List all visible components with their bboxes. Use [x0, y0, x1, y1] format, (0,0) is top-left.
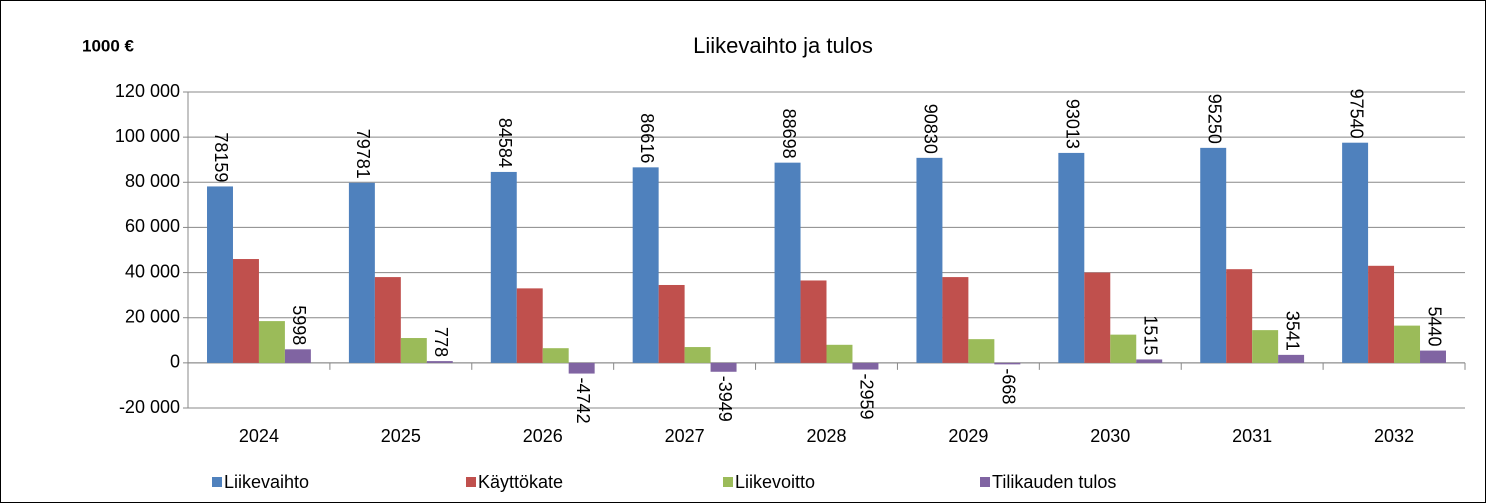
bar: [1342, 142, 1369, 363]
y-tick-label: 120 000: [115, 81, 180, 101]
x-tick-label: 2027: [665, 426, 705, 446]
x-tick-label: 2026: [523, 426, 563, 446]
data-label: 3541: [1282, 311, 1302, 351]
bar: [1394, 325, 1421, 363]
x-tick-label: 2024: [239, 426, 279, 446]
bar: [942, 277, 969, 363]
data-label: 5440: [1424, 307, 1444, 347]
data-label: 1515: [1140, 315, 1160, 355]
bar: [800, 280, 827, 363]
x-tick-label: 2030: [1090, 426, 1130, 446]
x-tick-label: 2029: [948, 426, 988, 446]
bar: [1226, 269, 1253, 363]
bar: [1058, 152, 1085, 363]
y-tick-label: 80 000: [125, 171, 180, 191]
legend-swatch: [466, 477, 476, 487]
bar: [710, 362, 737, 372]
legend-swatch: [212, 477, 222, 487]
chart-title: Liikevaihto ja tulos: [693, 33, 873, 58]
data-label: -2959: [857, 374, 877, 420]
bar: [684, 347, 711, 363]
data-label: 84584: [495, 118, 515, 168]
data-label: 88698: [779, 109, 799, 159]
legend-label: Tilikauden tulos: [992, 472, 1116, 492]
bar: [632, 167, 659, 363]
bar: [1136, 359, 1163, 363]
data-label: -3949: [715, 376, 735, 422]
data-label: 97540: [1346, 89, 1366, 139]
bar: [994, 362, 1021, 365]
bar: [658, 284, 685, 363]
x-tick-label: 2031: [1232, 426, 1272, 446]
x-tick-label: 2025: [381, 426, 421, 446]
bar: [400, 338, 427, 363]
y-tick-label: 60 000: [125, 216, 180, 236]
y-tick-label: 100 000: [115, 126, 180, 146]
bar: [1084, 272, 1111, 363]
y-tick-label: -20 000: [119, 397, 180, 417]
data-label: 95250: [1204, 94, 1224, 144]
legend-label: Liikevoitto: [735, 472, 815, 492]
bar: [232, 259, 259, 363]
legend-swatch: [723, 477, 733, 487]
data-label: -668: [999, 368, 1019, 404]
data-label: 78159: [211, 132, 231, 182]
legend-label: Käyttökate: [478, 472, 563, 492]
bar: [852, 362, 879, 370]
y-tick-label: 40 000: [125, 261, 180, 281]
data-label: 90830: [921, 104, 941, 154]
bar: [1252, 330, 1279, 363]
bar: [426, 361, 453, 363]
bar: [1420, 350, 1446, 363]
bar: [1200, 147, 1227, 363]
y-tick-label: 20 000: [125, 306, 180, 326]
y-tick-label: 0: [170, 352, 180, 372]
data-label: 5998: [289, 305, 309, 345]
bar: [284, 349, 311, 363]
legend-label: Liikevaihto: [224, 472, 309, 492]
x-tick-label: 2028: [806, 426, 846, 446]
data-label: 778: [431, 327, 451, 357]
bar: [490, 171, 517, 363]
bar: [374, 277, 401, 363]
unit-label: 1000 €: [82, 36, 135, 55]
bar: [516, 288, 543, 363]
data-label: 86616: [637, 113, 657, 163]
bar: [207, 186, 233, 363]
bar: [774, 162, 801, 363]
bar: [826, 344, 853, 363]
bar: [1368, 265, 1395, 363]
data-label: 79781: [353, 129, 373, 179]
legend-swatch: [980, 477, 990, 487]
bar: [348, 182, 375, 363]
bar: [258, 321, 285, 363]
data-label: 93013: [1063, 99, 1083, 149]
bar: [1110, 334, 1137, 363]
bar: [1278, 354, 1305, 363]
data-label: -4742: [573, 378, 593, 424]
bar: [968, 339, 995, 363]
bar: [542, 348, 569, 363]
x-tick-label: 2032: [1374, 426, 1414, 446]
bar: [568, 362, 595, 374]
bar: [916, 157, 943, 363]
